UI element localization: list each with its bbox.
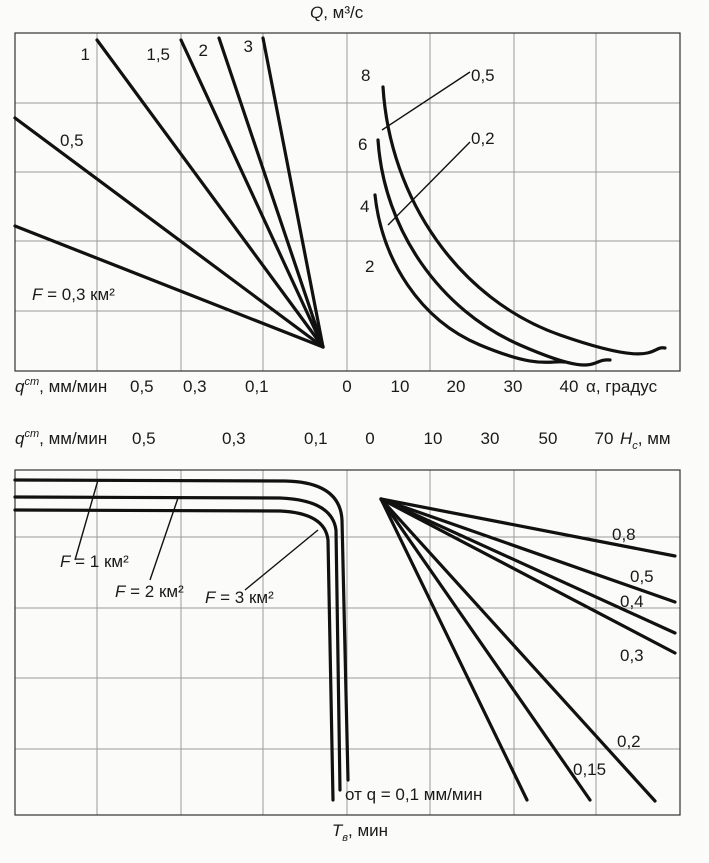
upper-left-series-1 xyxy=(95,38,325,349)
lower-leader-F2 xyxy=(149,497,179,581)
upper-right-tick: 0 xyxy=(342,377,351,396)
lower-right-label-08: 0,8 xyxy=(612,525,636,544)
panel-frames xyxy=(14,32,681,816)
upper-series-label-2: 2 xyxy=(199,41,208,60)
lower-right-tick: 0 xyxy=(365,429,374,448)
lower-left-series-F2 xyxy=(13,495,342,792)
upper-left-tick: 0,5 xyxy=(130,377,154,396)
curves xyxy=(13,36,677,803)
lower-left-tick: 0,3 xyxy=(222,429,246,448)
upper-right-series-4 xyxy=(376,138,612,367)
lower-right-series-015 xyxy=(379,497,592,802)
lower-right-series-extra xyxy=(379,497,529,802)
lower-leader-F1 xyxy=(74,479,99,561)
upper-right-tick: 40 xyxy=(560,377,579,396)
upper-callout-02: 0,2 xyxy=(471,129,495,148)
upper-panel-frame xyxy=(14,32,681,372)
lower-panel-frame xyxy=(14,469,681,816)
upper-left-axis-label: qст, мм/мин xyxy=(15,376,107,396)
upper-left-series-F03 xyxy=(13,224,325,349)
lower-right-label-02: 0,2 xyxy=(617,732,641,751)
lower-right-label-015: 0,15 xyxy=(573,760,606,779)
upper-right-tick: 30 xyxy=(504,377,523,396)
upper-leader-05 xyxy=(381,71,471,131)
upper-right-tick: 20 xyxy=(447,377,466,396)
upper-right-label-8: 8 xyxy=(361,66,370,85)
lower-right-series-04 xyxy=(379,497,677,635)
upper-left-series-15 xyxy=(179,38,325,349)
lower-leader-F3 xyxy=(244,529,319,591)
upper-series-label-1: 1 xyxy=(81,45,90,64)
upper-left-tick: 0,3 xyxy=(183,377,207,396)
lower-right-series-08 xyxy=(379,497,677,558)
upper-series-label-F03: F = 0,3 км² xyxy=(32,285,115,304)
lower-right-series-02 xyxy=(379,497,657,803)
upper-right-label-6: 6 xyxy=(358,135,367,154)
lower-series-label-F3: F = 3 км² xyxy=(205,588,274,607)
lower-left-series-F3 xyxy=(13,508,335,802)
upper-leader-02 xyxy=(387,141,471,226)
upper-right-tick: 10 xyxy=(391,377,410,396)
upper-right-series-2 xyxy=(373,193,567,364)
upper-callout-05: 0,5 xyxy=(471,66,495,85)
upper-right-axis-label: α, градус xyxy=(586,377,658,396)
lower-left-axis-label: qст, мм/мин xyxy=(15,428,107,448)
lower-series-label-F1: F = 1 км² xyxy=(60,552,129,571)
upper-right-label-2: 2 xyxy=(365,257,374,276)
lower-bottom-axis-label: Tв, мин xyxy=(332,821,388,844)
upper-series-label-3: 3 xyxy=(244,37,253,56)
lower-right-tick: 30 xyxy=(481,429,500,448)
upper-series-label-05: 0,5 xyxy=(60,131,84,150)
lower-right-label-05: 0,5 xyxy=(630,567,654,586)
upper-left-tick: 0,1 xyxy=(245,377,269,396)
lower-left-series-F1 xyxy=(13,478,350,782)
lower-right-axis-label: Hс, мм xyxy=(620,429,671,452)
lower-right-label-04: 0,4 xyxy=(620,592,644,611)
lower-right-tick: 10 xyxy=(424,429,443,448)
lower-left-tick: 0,1 xyxy=(304,429,328,448)
upper-left-series-3 xyxy=(261,36,325,349)
upper-right-series-8 xyxy=(381,85,667,356)
upper-left-series-2 xyxy=(217,36,325,349)
lower-right-tick: 70 xyxy=(595,429,614,448)
upper-right-label-4: 4 xyxy=(360,197,369,216)
upper-left-series-05 xyxy=(13,116,325,349)
upper-top-axis-label: Q, м³/с xyxy=(310,3,364,22)
lower-series-label-F2: F = 2 км² xyxy=(115,582,184,601)
lower-right-tick: 50 xyxy=(539,429,558,448)
labels: Q, м³/с 1 1,5 2 3 0,5 F = 0,3 км² 8 6 4 2 0,5 0,2 qст… xyxy=(15,3,671,844)
upper-series-label-15: 1,5 xyxy=(146,45,170,64)
lower-right-series-03 xyxy=(379,497,677,655)
lower-right-series-05 xyxy=(379,497,677,604)
lower-left-note: от q = 0,1 мм/мин xyxy=(345,785,482,804)
lower-right-label-03: 0,3 xyxy=(620,646,644,665)
lower-left-tick: 0,5 xyxy=(132,429,156,448)
